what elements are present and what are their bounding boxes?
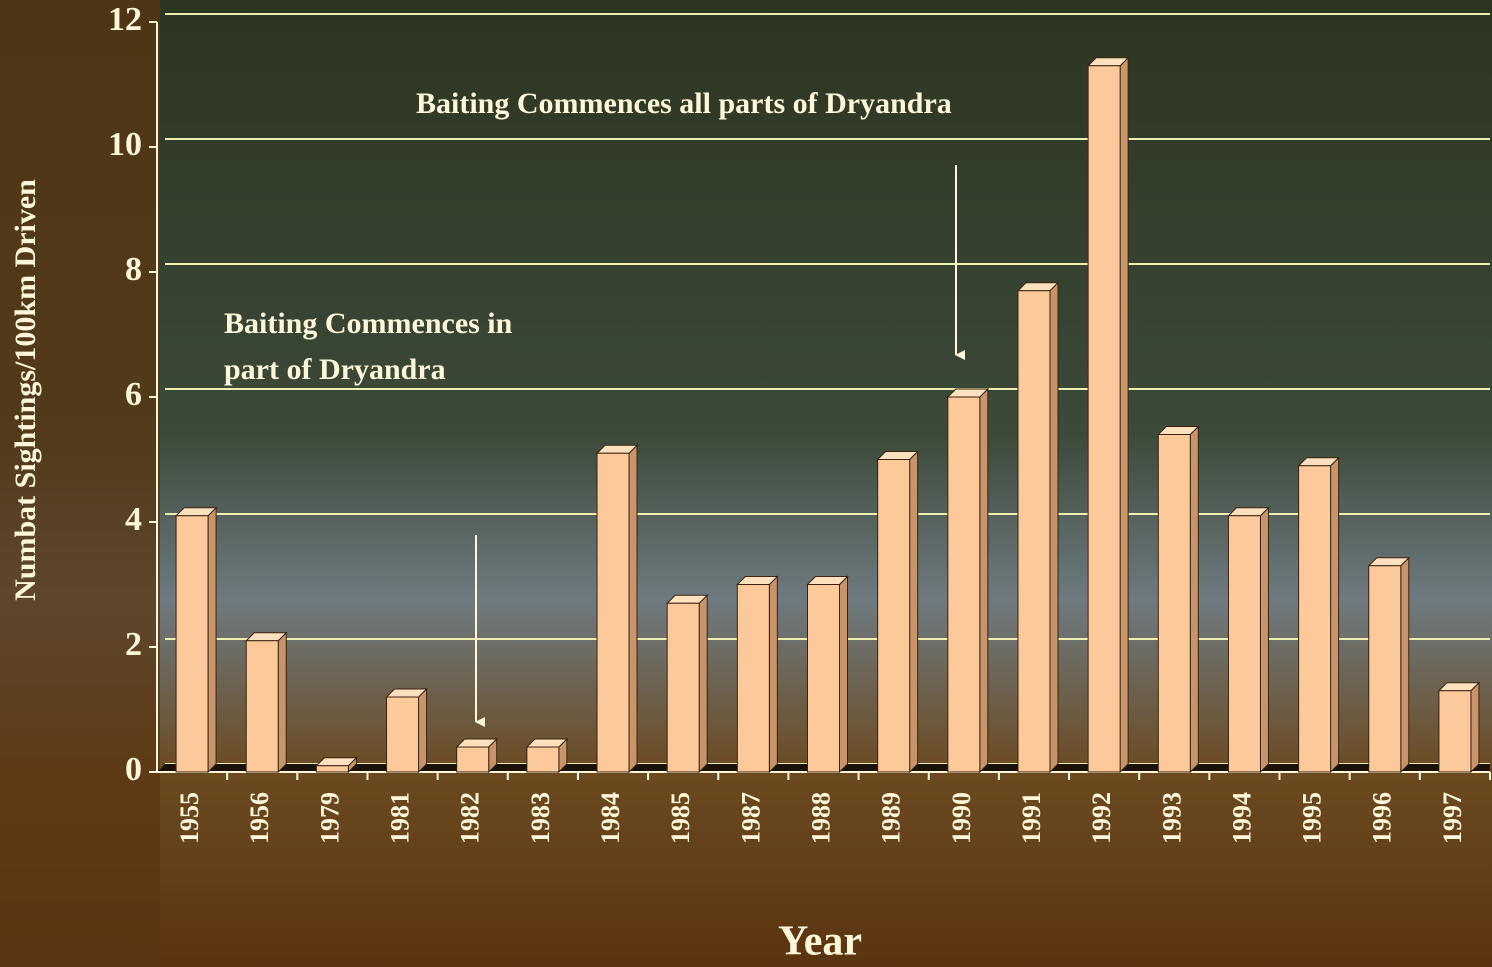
y-axis-label: Numbat Sightings/100km Driven [9, 179, 42, 601]
annotation: Baiting Commences in [224, 307, 513, 340]
bar-side [1401, 558, 1409, 772]
x-tick-label: 1997 [1438, 792, 1467, 844]
bar [808, 585, 840, 773]
bar [1228, 516, 1260, 772]
bar-side [1050, 283, 1058, 772]
y-tick-label: 12 [108, 1, 142, 38]
bar [176, 516, 208, 772]
x-tick-label: 1955 [175, 792, 204, 844]
bar-side [1190, 427, 1198, 773]
x-tick-label: 1956 [245, 792, 274, 844]
bar-side [840, 577, 848, 773]
x-tick-label: 1981 [386, 792, 415, 844]
bar [316, 766, 348, 772]
x-tick-label: 1995 [1298, 792, 1327, 844]
x-tick-label: 1990 [947, 792, 976, 844]
x-tick-label: 1994 [1227, 792, 1256, 844]
x-tick-label: 1982 [456, 792, 485, 844]
bar-side [980, 389, 988, 772]
x-axis-label: Year [778, 919, 862, 965]
bar-side [1260, 508, 1268, 772]
bar [1369, 566, 1401, 772]
bar-side [629, 445, 637, 772]
bar-side [1471, 683, 1479, 772]
x-tick-label: 1993 [1157, 792, 1186, 844]
x-tick-label: 1987 [736, 792, 765, 844]
bar-side [910, 452, 918, 773]
y-tick-label: 0 [125, 751, 142, 788]
x-tick-label: 1989 [877, 792, 906, 844]
bar-side [769, 577, 777, 773]
bar [1018, 291, 1050, 772]
bar [1158, 435, 1190, 773]
x-tick-label: 1988 [806, 792, 835, 844]
annotation: part of Dryandra [224, 353, 446, 386]
x-tick-label: 1983 [526, 792, 555, 844]
bar [387, 697, 419, 772]
chart: Numbat Sightings/100km Driven Year 0 2 4 6 8… [0, 0, 1492, 967]
bar-side [419, 689, 427, 772]
x-tick-label: 1985 [666, 792, 695, 844]
y-tick-label: 10 [108, 126, 142, 163]
bar [1088, 66, 1120, 772]
annotation: Baiting Commences all parts of Dryandra [416, 87, 952, 120]
x-tick-label: 1979 [315, 792, 344, 844]
bar [457, 747, 489, 772]
bar-side [699, 595, 707, 772]
bar [667, 603, 699, 772]
y-tick-label: 8 [125, 251, 142, 288]
bar [878, 460, 910, 773]
y-tick-label: 2 [125, 626, 142, 663]
bar-side [208, 508, 216, 772]
x-tick-label: 1992 [1087, 792, 1116, 844]
bar [1299, 466, 1331, 772]
bar [597, 453, 629, 772]
bar [1439, 691, 1471, 772]
x-tick-label: 1984 [596, 792, 625, 844]
y-tick-label: 4 [125, 501, 142, 538]
bar [948, 397, 980, 772]
bar [527, 747, 559, 772]
x-tick-label: 1996 [1368, 792, 1397, 844]
bar-side [278, 633, 286, 772]
bar [737, 585, 769, 773]
y-tick-label: 6 [125, 376, 142, 413]
x-tick-label: 1991 [1017, 792, 1046, 844]
bar [246, 641, 278, 772]
bar-side [1331, 458, 1339, 772]
bar-side [1120, 58, 1128, 772]
